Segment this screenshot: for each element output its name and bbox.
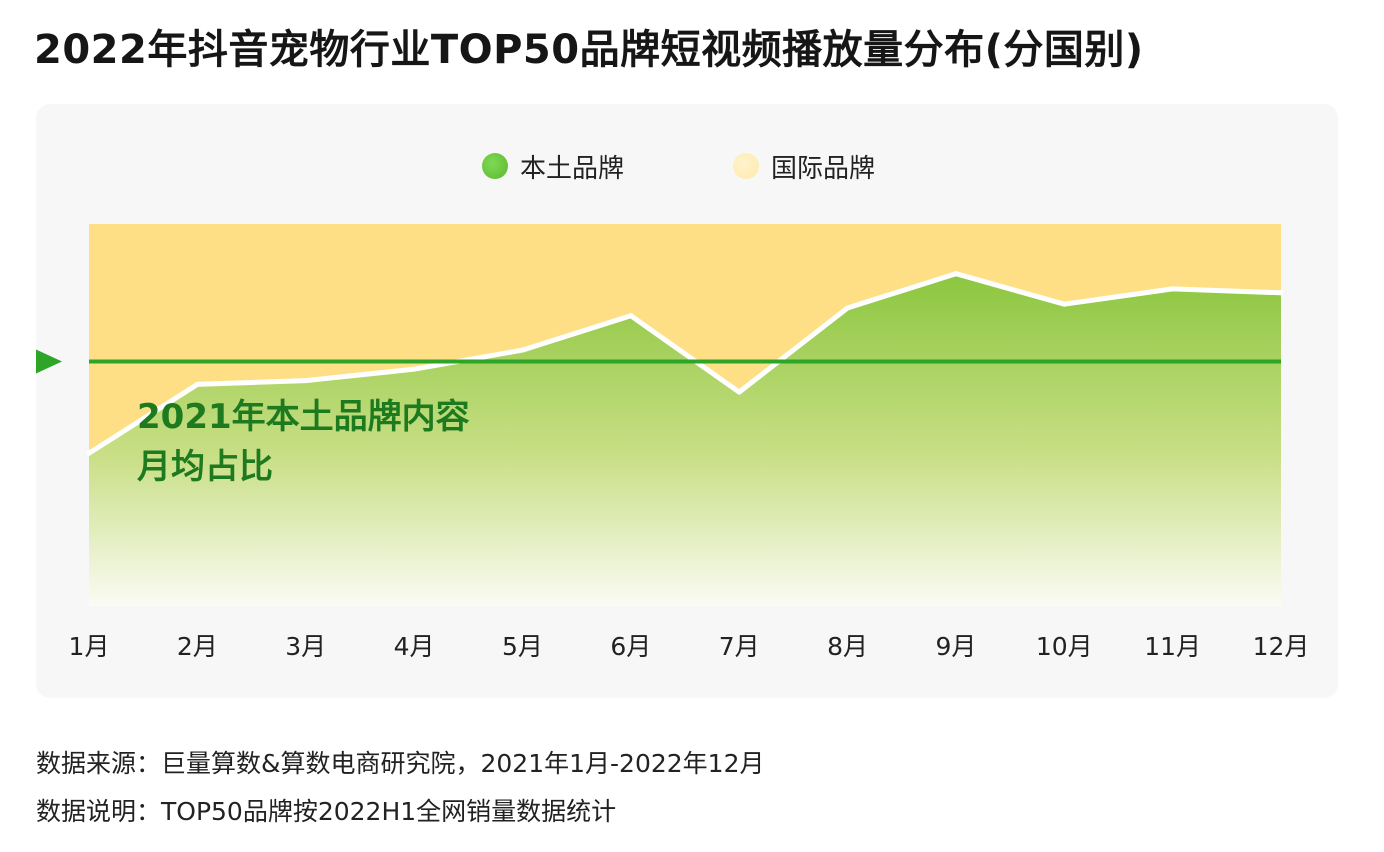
legend-swatch-domestic [482,153,508,179]
legend-item-domestic: 本土品牌 [482,146,624,186]
x-tick-label: 12月 [1253,632,1310,661]
legend-label-international: 国际品牌 [771,153,876,184]
x-tick-label: 8月 [827,632,868,661]
series-boundary-line [86,271,1284,456]
data-point-8 [845,305,851,311]
explanation-note: 数据说明：TOP50品牌按2022H1全网销量数据统计 [36,797,617,826]
x-tick-label: 7月 [719,632,760,661]
x-tick-label: 6月 [610,632,651,661]
x-tick-label: 10月 [1036,632,1093,661]
data-point-7 [736,389,742,395]
data-point-12 [1278,290,1284,296]
legend-item-international: 国际品牌 [733,146,875,186]
x-tick-label: 2月 [177,632,218,661]
data-point-1 [86,450,92,456]
data-point-5 [519,347,525,353]
area-domestic [89,273,1281,606]
chart-title: 2022年抖音宠物行业TOP50品牌短视频播放量分布(分国别) [34,27,1144,73]
x-tick-label: 5月 [502,632,543,661]
legend-label-domestic: 本土品牌 [520,153,625,184]
data-point-10 [1061,301,1067,307]
x-tick-label: 9月 [935,632,976,661]
data-point-3 [303,378,309,384]
reference-marker-icon [36,349,62,374]
reference-label-line2: 月均占比 [137,447,273,487]
data-point-11 [1170,286,1176,292]
legend-swatch-international [733,153,759,179]
x-tick-label: 11月 [1144,632,1201,661]
data-point-9 [953,271,959,277]
data-point-2 [194,381,200,387]
x-tick-label: 1月 [69,632,110,661]
source-note: 数据来源：巨量算数&算数电商研究院，2021年1月-2022年12月 [36,749,765,778]
x-tick-label: 3月 [285,632,326,661]
data-point-6 [628,313,634,319]
chart-legend: 本土品牌 国际品牌 [0,146,1384,186]
x-tick-label: 4月 [394,632,435,661]
reference-label-line1: 2021年本土品牌内容 [137,397,470,437]
data-point-4 [411,366,417,372]
